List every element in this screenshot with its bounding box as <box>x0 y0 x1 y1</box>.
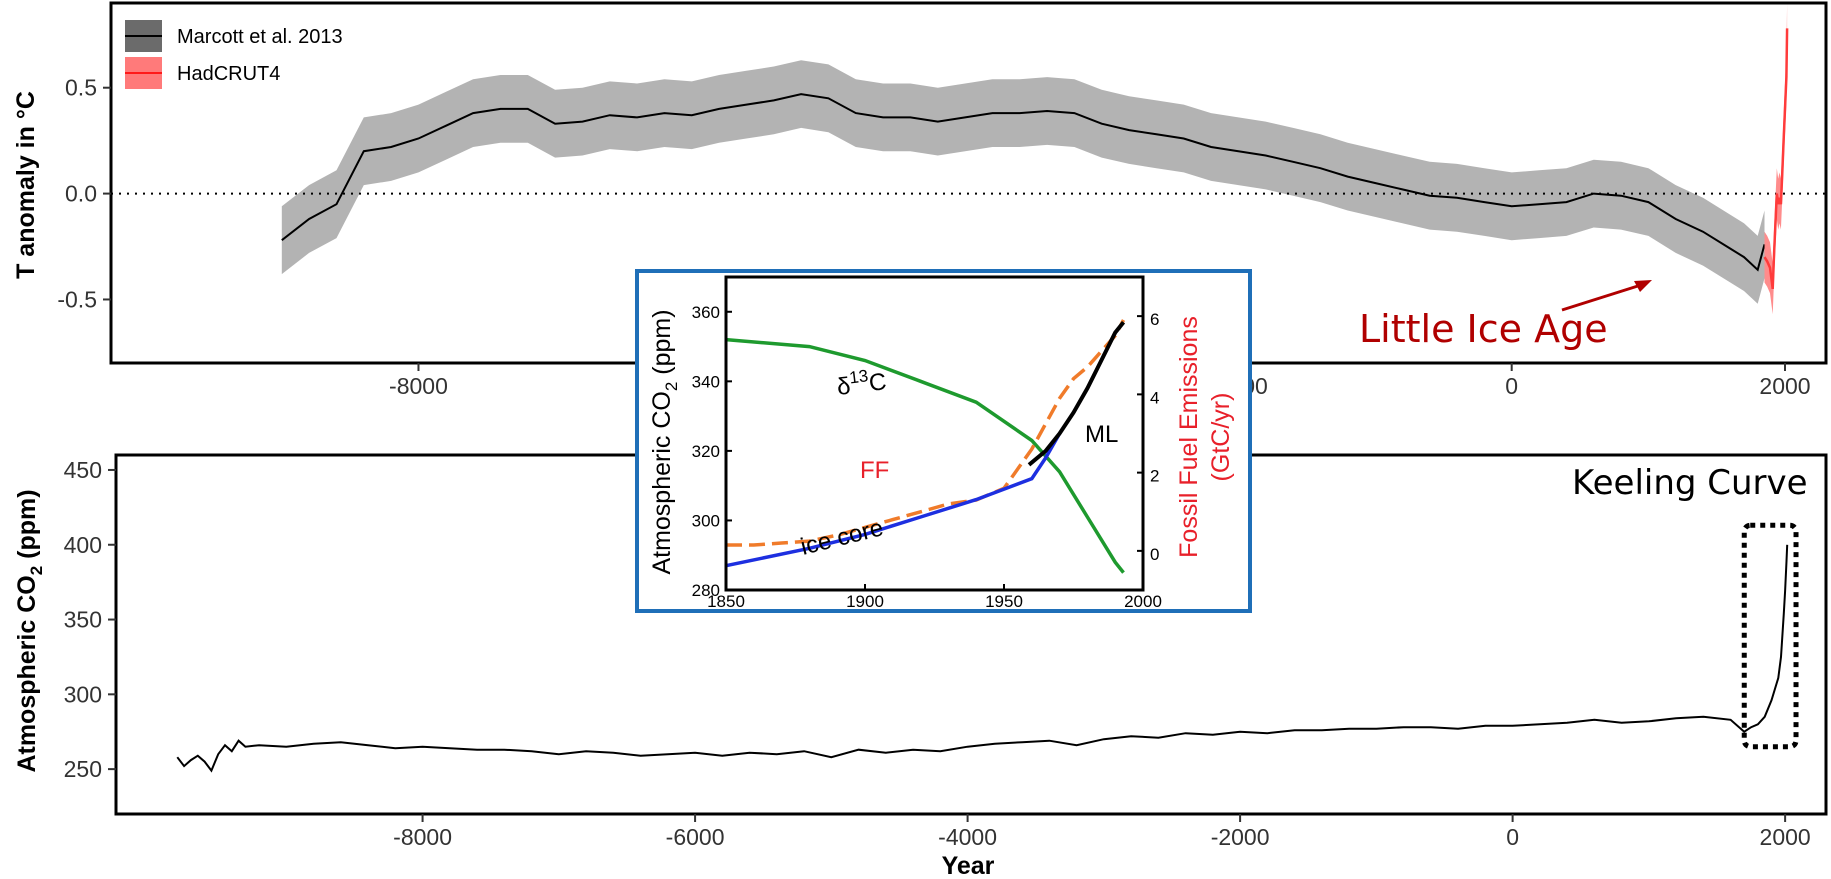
co2-line <box>176 544 1789 773</box>
inset-y-tick-label: 300 <box>692 511 720 530</box>
marcott-line <box>281 93 1766 272</box>
marcott-uncertainty-band <box>281 60 1765 304</box>
inset-right-tick-label: 4 <box>1150 388 1159 407</box>
little-ice-age-arrow-head <box>1634 280 1652 292</box>
inset-y-tick-label: 360 <box>692 303 720 322</box>
inset-label-ml: ML <box>1085 421 1118 448</box>
inset-right-tick-labels: 0 2 4 6 <box>1137 310 1159 564</box>
legend: Marcott et al. 2013 HadCRUT4 <box>125 20 343 89</box>
bottom-y-axis-title: Atmospheric CO2 (ppm) <box>13 489 46 772</box>
inset-plot-frame <box>724 275 1145 592</box>
keeling-curve-label: Keeling Curve <box>1572 463 1808 503</box>
inset-x-tick-label: 1950 <box>985 592 1023 611</box>
inset-x-tick-label: 2000 <box>1124 592 1162 611</box>
inset-border <box>635 269 1252 613</box>
inset-right-tick-label: 6 <box>1150 310 1159 329</box>
inset-ff-line <box>726 319 1126 547</box>
inset-left-axis-title: Atmospheric CO2 (ppm) <box>648 309 681 574</box>
x-tick-label: 2000 <box>1760 824 1811 850</box>
inset-ice-core-line <box>725 432 1062 568</box>
legend-label-hadcrut: HadCRUT4 <box>177 63 280 85</box>
inset-right-axis-title-2: (GtC/yr) <box>1207 393 1235 482</box>
x-tick-label: -4000 <box>938 824 997 850</box>
inset-y-tick-label: 320 <box>692 442 720 461</box>
keeling-curve-box <box>1741 522 1799 750</box>
y-tick-label: -0.5 <box>57 286 97 312</box>
x-tick-label: -8000 <box>393 824 452 850</box>
x-axis-title: Year <box>942 852 995 879</box>
y-tick-labels-bottom: 250 300 350 400 450 <box>64 457 116 782</box>
y-tick-labels: -0.5 0.0 0.5 <box>57 75 111 312</box>
y-tick-label: 450 <box>64 457 102 483</box>
inset-x-tick-labels: 1850 1900 1950 2000 <box>707 584 1162 611</box>
inset-right-tick-label: 2 <box>1150 467 1159 486</box>
inset-co2-1850-2000: 1850 1900 1950 2000 280 300 320 340 360 0 2 4 6 At… <box>635 269 1252 613</box>
y-tick-label: 0.0 <box>65 181 97 207</box>
inset-y-tick-label: 340 <box>692 372 720 391</box>
inset-d13c-line <box>725 337 1125 574</box>
y-tick-label: 300 <box>64 681 102 707</box>
little-ice-age-arrow-shaft <box>1561 283 1642 312</box>
x-tick-label: 0 <box>1505 373 1518 399</box>
x-tick-label: 0 <box>1506 824 1519 850</box>
inset-label-ff: FF <box>860 457 889 484</box>
y-tick-label: 400 <box>64 532 102 558</box>
y-tick-label: 0.5 <box>65 75 97 101</box>
inset-right-tick-label: 0 <box>1150 545 1159 564</box>
y-tick-label: 350 <box>64 607 102 633</box>
top-y-axis-title: T anomaly in °C <box>12 91 40 279</box>
x-tick-label: 2000 <box>1759 373 1810 399</box>
co2-series-layer <box>176 544 1789 773</box>
little-ice-age-label: Little Ice Age <box>1359 307 1608 351</box>
marcott-uncertainty-band-layer <box>281 60 1765 304</box>
y-tick-label: 250 <box>64 756 102 782</box>
x-tick-labels-bottom: -8000 -6000 -4000 -2000 0 2000 <box>393 814 1811 850</box>
co2-panel: 250 300 350 400 450 -8000 -6000 -4000 -2000 0 200… <box>13 453 1828 879</box>
x-tick-label: -8000 <box>389 373 448 399</box>
inset-ml-line <box>1027 320 1126 467</box>
series-layer <box>281 3 1789 315</box>
inset-x-tick-label: 1900 <box>846 592 884 611</box>
x-tick-label: -2000 <box>1211 824 1270 850</box>
inset-x-tick-label: 1850 <box>707 592 745 611</box>
inset-right-axis-title-1: Fossil Fuel Emissions <box>1175 316 1203 558</box>
inset-y-tick-labels: 280 300 320 340 360 <box>692 303 732 600</box>
inset-label-d13c: δ13C <box>835 364 888 401</box>
inset-series-layer <box>725 319 1126 574</box>
hadcrut-line <box>1763 28 1789 290</box>
x-tick-label: -6000 <box>666 824 725 850</box>
legend-label-marcott: Marcott et al. 2013 <box>177 26 343 48</box>
inset-y-tick-label: 280 <box>692 581 720 600</box>
